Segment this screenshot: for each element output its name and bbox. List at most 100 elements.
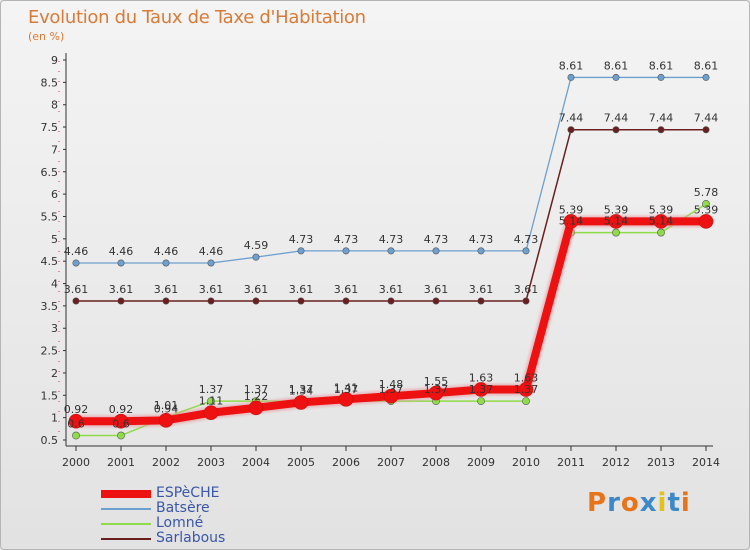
data-label: 1.37 (289, 383, 314, 396)
data-label: 3.61 (334, 283, 359, 296)
data-point (68, 413, 84, 429)
x-tick-label: 2005 (287, 456, 315, 469)
legend-swatch (101, 490, 151, 498)
data-label: 7.44 (694, 112, 719, 125)
chart-subtitle: (en %) (28, 30, 65, 43)
data-label: 5.14 (559, 215, 584, 228)
y-tick-label: 7.5 (41, 121, 59, 134)
data-label: 0.92 (109, 403, 134, 416)
proxiti-logo: Proxiti (587, 488, 691, 518)
data-point (612, 126, 620, 134)
data-point (117, 297, 125, 305)
x-tick-label: 2006 (332, 456, 360, 469)
data-label: 3.61 (469, 283, 494, 296)
x-tick-label: 2014 (692, 456, 720, 469)
y-tick-label: 8 (51, 99, 58, 112)
y-tick-label: 0.5 (41, 434, 59, 447)
logo-letter: r (607, 488, 621, 518)
data-label: 4.59 (244, 239, 269, 252)
y-tick-label: 2 (51, 367, 58, 380)
data-label: 3.61 (514, 283, 539, 296)
data-label: 3.61 (379, 283, 404, 296)
data-point (702, 73, 710, 81)
data-label: 1.37 (334, 383, 359, 396)
x-tick-label: 2013 (647, 456, 675, 469)
data-point (473, 382, 489, 397)
data-point (72, 431, 80, 440)
data-label: 1.01 (154, 399, 179, 412)
series-batsère (72, 73, 710, 267)
data-point (653, 214, 669, 229)
data-point (702, 126, 710, 134)
x-tick-label: 2004 (242, 456, 270, 469)
legend-label: Lomné (156, 515, 204, 531)
data-point (522, 297, 530, 305)
data-label: 1.37 (244, 383, 269, 396)
data-point (72, 297, 80, 305)
data-label: 1.63 (514, 371, 539, 384)
data-label: 5.39 (604, 203, 629, 216)
y-tick-label: 6.5 (41, 166, 59, 179)
x-tick-label: 2011 (557, 456, 585, 469)
y-tick-label: 4 (51, 278, 58, 291)
data-label: 0.6 (112, 418, 130, 431)
data-point (608, 214, 624, 229)
data-label: 0.92 (64, 403, 89, 416)
data-label: 7.44 (649, 112, 674, 125)
data-point (293, 395, 309, 410)
data-point (158, 413, 174, 428)
data-label: 5.78 (694, 186, 719, 199)
data-label: 1.37 (199, 383, 224, 396)
x-tick-label: 2010 (512, 456, 540, 469)
data-point (477, 397, 485, 406)
data-label: 8.61 (649, 59, 674, 72)
data-point (657, 228, 665, 237)
data-point (563, 214, 579, 229)
data-label: 4.73 (469, 233, 494, 246)
y-tick-label: 7 (51, 143, 58, 156)
data-point (162, 259, 170, 267)
legend-label: ESPèCHE (156, 485, 220, 501)
data-point (207, 297, 215, 305)
legend-swatch (101, 523, 151, 525)
data-point (207, 259, 215, 267)
legend-label: Batsère (156, 500, 210, 516)
data-point (252, 297, 260, 305)
data-point (477, 247, 485, 255)
data-point (387, 247, 395, 255)
data-point (383, 388, 399, 404)
logo-letter: i (657, 488, 668, 518)
y-tick-label: 8.5 (41, 76, 59, 89)
data-point (657, 126, 665, 134)
data-label: 1.34 (289, 384, 314, 397)
x-tick-label: 2000 (62, 456, 90, 469)
data-point (342, 297, 350, 305)
data-label: 4.73 (334, 233, 359, 246)
data-label: 0.6 (67, 418, 85, 431)
data-point (117, 259, 125, 267)
data-point (342, 247, 350, 255)
data-label: 1.41 (334, 381, 359, 394)
data-label: 5.39 (694, 203, 719, 216)
data-label: 3.61 (109, 283, 134, 296)
logo-letter: P (587, 488, 608, 518)
chart-title: Evolution du Taux de Taxe d'Habitation (28, 7, 366, 28)
x-tick-label: 2003 (197, 456, 225, 469)
y-tick-label: 5.5 (41, 210, 59, 223)
y-tick-label: 1.5 (41, 389, 59, 402)
logo-letter: o (620, 488, 640, 518)
logo-letter: x (639, 488, 658, 518)
data-point (113, 413, 129, 429)
y-tick-label: 6 (51, 188, 58, 201)
y-tick-label: 9 (51, 54, 58, 67)
data-label: 1.37 (514, 383, 539, 396)
data-point (162, 297, 170, 305)
data-label: 8.61 (559, 59, 584, 72)
data-label: 1.22 (244, 390, 269, 403)
data-label: 4.73 (514, 233, 539, 246)
data-label: 1.37 (424, 383, 449, 396)
data-label: 4.46 (199, 245, 224, 258)
data-label: 3.61 (424, 283, 449, 296)
